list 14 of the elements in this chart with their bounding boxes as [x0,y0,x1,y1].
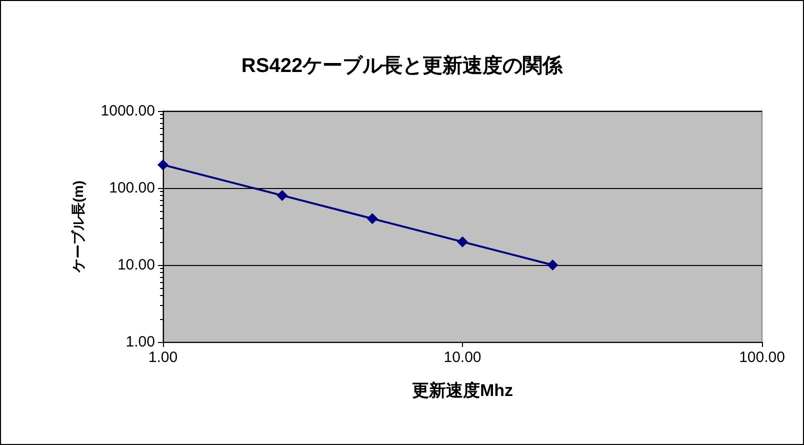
point [547,260,558,270]
x-tick-label: 10.00 [444,349,482,366]
x-tick-label: 100.00 [739,349,785,366]
y-tick-label: 10.00 [117,256,155,274]
y-axis-title: ケーブル長(m) [70,180,86,274]
point [276,190,288,201]
point [457,236,468,248]
y-tick-label: 1000.00 [100,102,155,120]
chart-title: RS422ケーブル長と更新速度の関係 [241,54,564,77]
y-tick-label: 1.00 [126,334,155,350]
point [366,213,378,224]
x-axis-title: 更新速度Mhz [412,381,514,400]
y-tick-label: 100.00 [109,180,155,196]
x-tick-label: 1.00 [148,349,178,366]
